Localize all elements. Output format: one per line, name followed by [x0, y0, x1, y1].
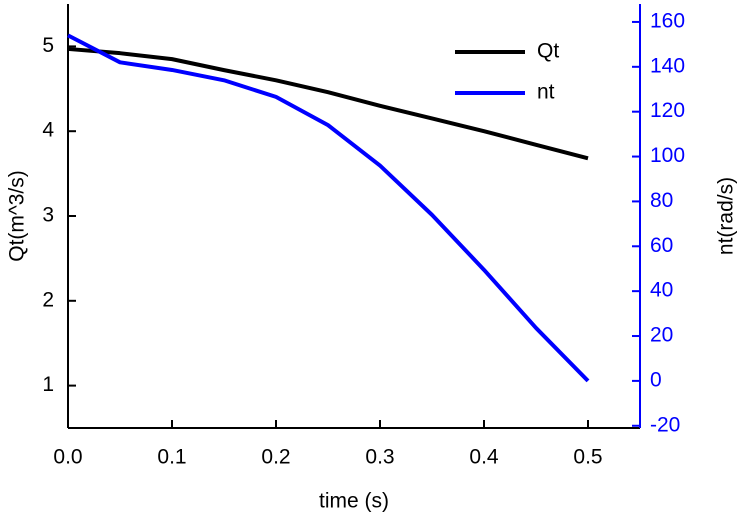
y2-tick-label: 140	[650, 54, 685, 77]
y-tick-label: 5	[42, 34, 54, 57]
y2-tick-label: 40	[650, 279, 673, 302]
series-line	[67, 33, 590, 383]
x-tick-label: 0.0	[53, 446, 82, 469]
series-line	[67, 46, 589, 161]
y2-tick-label: -20	[650, 413, 680, 436]
y-axis-label: Qt(m^3/s)	[6, 170, 29, 262]
y2-tick-label: 100	[650, 144, 685, 167]
y2-tick-label: 120	[650, 99, 685, 122]
x-axis-label: time (s)	[319, 490, 389, 513]
x-tick-label: 0.4	[469, 446, 499, 469]
x-tick-label: 0.2	[261, 446, 290, 469]
legend-label: Qt	[537, 40, 559, 63]
y2-tick-label: 0	[650, 368, 662, 391]
y-tick-label: 2	[42, 288, 54, 311]
y2-tick-label: 60	[650, 234, 673, 257]
y2-tick-label: 80	[650, 189, 673, 212]
y-tick-label: 3	[42, 204, 54, 227]
y2-tick-label: 160	[650, 9, 685, 32]
y-tick-label: 4	[42, 119, 54, 142]
y-tick-label: 1	[42, 373, 54, 396]
x-tick-label: 0.5	[573, 446, 602, 469]
x-tick-label: 0.3	[365, 446, 394, 469]
y2-axis-label: nt(rad/s)	[715, 177, 738, 255]
legend-label: nt	[537, 81, 555, 104]
x-tick-label: 0.1	[157, 446, 186, 469]
y2-tick-label: 20	[650, 324, 673, 347]
